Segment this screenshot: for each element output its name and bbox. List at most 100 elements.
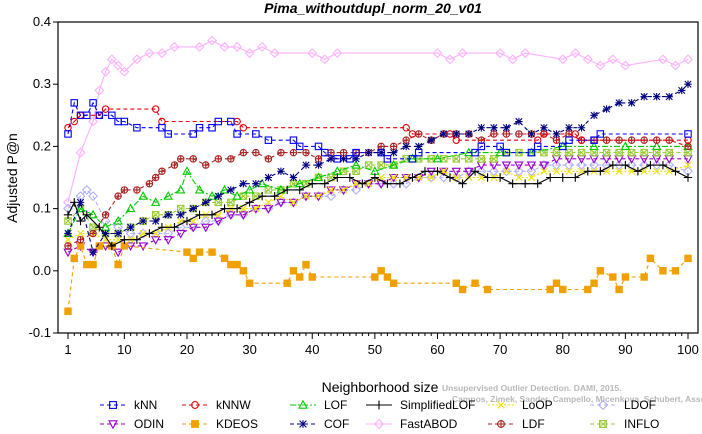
legend-marker [191,401,199,409]
data-point [81,184,92,195]
data-point [264,155,273,163]
data-point [70,117,79,126]
data-point [490,130,498,138]
data-point [358,179,367,188]
data-point [602,148,611,157]
data-point [64,236,72,244]
data-point [226,211,236,220]
legend-label: LDF [522,417,545,431]
data-point [351,159,361,169]
data-point [596,167,605,176]
data-point [577,148,586,157]
data-point [684,161,692,169]
data-point [402,142,410,151]
data-point [539,161,549,171]
data-point [133,123,141,132]
data-point [452,130,460,138]
data-point [113,248,123,258]
legend-item-knnw: kNNW [182,398,251,412]
data-point [651,141,662,150]
data-point [207,210,217,220]
data-point [214,117,223,126]
data-point [164,130,172,138]
data-point [295,185,304,195]
data-point [352,155,360,163]
data-point [277,148,285,157]
data-point [552,279,561,287]
data-point [621,160,630,170]
legend-item-simplifiedlof: SimplifiedLOF [366,398,475,412]
data-point [289,267,298,275]
data-point [607,54,618,65]
data-point [440,155,448,163]
series-lof [63,141,693,238]
series-line [67,164,689,247]
legend-item-loop: LoOP [488,398,553,412]
data-point [490,155,498,163]
data-point [596,267,605,275]
data-point [158,117,166,126]
data-point [227,155,235,163]
data-point [351,184,362,195]
data-point [615,148,623,157]
data-point [76,229,85,238]
x-tick-label: 90 [618,342,632,357]
data-point [326,186,336,196]
data-point [114,192,122,200]
data-point [213,217,224,227]
data-point [139,217,147,225]
data-point [138,228,149,239]
data-point [671,267,680,275]
data-point [576,160,587,171]
legend: kNN kNNW LOF SimplifiedLOF LoOP LDOF ODIN KDEOS… [100,398,659,431]
data-point [182,216,192,226]
y-tick-label: 0.0 [33,263,51,278]
data-point [263,205,274,214]
data-point [408,130,417,138]
data-point [64,130,72,138]
data-point [377,142,385,151]
data-point [288,198,299,208]
series-line [67,164,689,241]
data-point [308,179,317,188]
data-point [657,54,668,65]
data-point [659,267,667,275]
data-point [665,148,673,157]
data-point [445,173,455,182]
data-point [615,167,623,175]
data-point [302,260,310,269]
data-point [89,248,97,256]
data-point [252,205,260,213]
data-point [195,210,204,220]
series-knn [64,99,692,163]
data-point [202,198,210,207]
data-point [302,192,310,200]
x-tick-label: 10 [117,342,131,357]
data-point [214,155,223,163]
data-point [508,179,517,188]
data-point [533,179,542,188]
data-point [477,124,486,132]
data-point [327,186,335,194]
data-point [640,92,648,101]
data-point [408,173,417,182]
data-point [427,136,435,144]
data-point [239,148,248,157]
data-point [239,267,248,275]
data-point [559,285,567,294]
data-point [615,99,623,107]
data-point [94,85,105,96]
data-point [101,229,110,238]
data-point [107,241,117,251]
data-point [552,136,561,144]
plot-frame [57,21,699,334]
data-point [307,48,318,59]
data-point [70,99,79,107]
data-point [451,167,462,177]
data-point [233,130,241,138]
data-point [540,167,548,175]
data-point [76,242,85,250]
data-point [289,148,298,157]
data-point [282,185,292,195]
data-point [125,228,136,239]
